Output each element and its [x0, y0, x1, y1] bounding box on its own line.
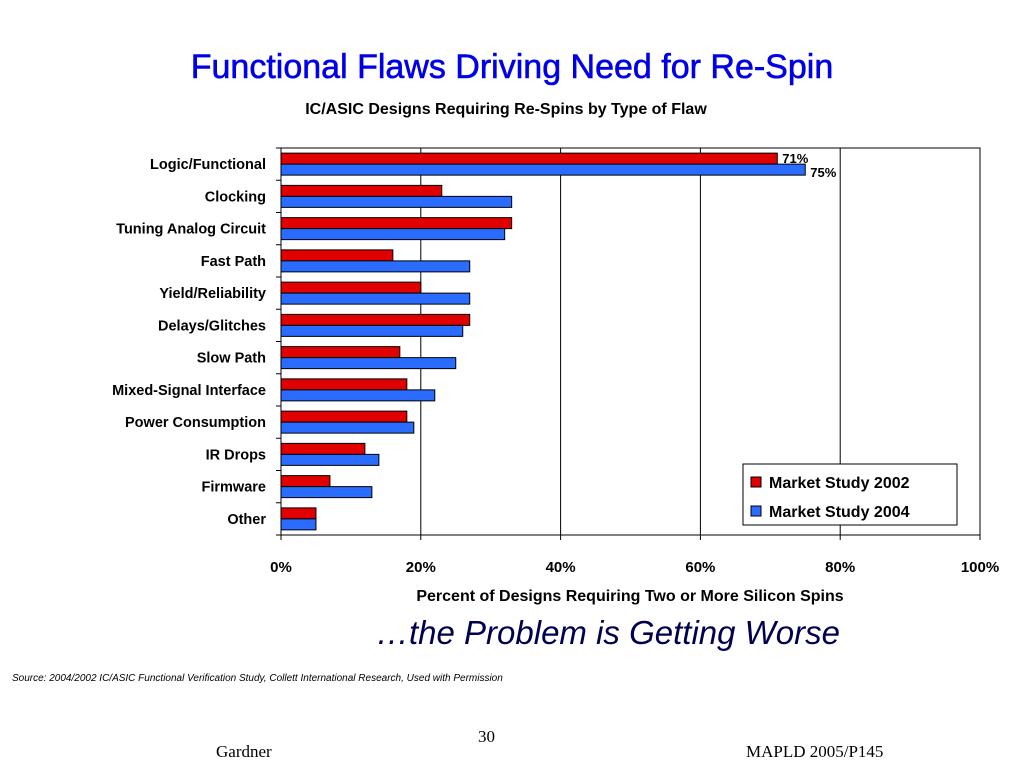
source-note: Source: 2004/2002 IC/ASIC Functional Ver… — [12, 673, 503, 684]
legend-swatch — [750, 476, 762, 488]
data-label: 75% — [810, 165, 836, 180]
legend-swatch — [750, 505, 762, 517]
bar-market-study-2004 — [280, 324, 464, 337]
bar-market-study-2004 — [280, 163, 806, 176]
slide-title: Functional Flaws Driving Need for Re-Spi… — [190, 48, 834, 87]
x-tick-label: 40% — [546, 559, 576, 576]
bar-market-study-2004 — [280, 518, 317, 531]
category-label: Yield/Reliability — [159, 286, 266, 302]
x-tick-label: 20% — [406, 559, 436, 576]
data-label: 71% — [782, 151, 808, 166]
bar-market-study-2004 — [280, 357, 457, 370]
page-number: 30 — [478, 727, 495, 746]
bar-market-study-2002 — [280, 346, 401, 359]
x-tick-label: 80% — [825, 559, 855, 576]
bar-market-study-2002 — [280, 442, 366, 455]
tagline: …the Problem is Getting Worse — [376, 614, 840, 651]
bar-market-study-2002 — [280, 313, 471, 326]
category-label: Logic/Functional — [150, 157, 266, 173]
chart-title: IC/ASIC Designs Requiring Re-Spins by Ty… — [305, 101, 707, 118]
category-label: Slow Path — [197, 351, 266, 367]
category-label: Clocking — [205, 189, 266, 205]
legend-label: Market Study 2002 — [769, 475, 910, 492]
bar-market-study-2002 — [280, 152, 778, 165]
bar-market-study-2002 — [280, 184, 443, 197]
category-label: Other — [227, 512, 266, 528]
bar-market-study-2004 — [280, 292, 471, 305]
category-label: Delays/Glitches — [158, 318, 266, 334]
category-label: Power Consumption — [125, 415, 266, 431]
bar-market-study-2002 — [280, 507, 317, 520]
bar-market-study-2004 — [280, 228, 506, 241]
bar-market-study-2004 — [280, 486, 373, 499]
footer-author: Gardner — [216, 742, 272, 761]
bar-market-study-2004 — [280, 421, 415, 434]
x-axis-title: Percent of Designs Requiring Two or More… — [416, 588, 844, 605]
bar-market-study-2002 — [280, 217, 513, 230]
bar-market-study-2002 — [280, 410, 408, 423]
category-label: Mixed-Signal Interface — [112, 383, 266, 399]
bar-market-study-2004 — [280, 260, 471, 273]
bar-market-study-2002 — [280, 378, 408, 391]
x-tick-label: 60% — [685, 559, 715, 576]
bar-market-study-2004 — [280, 389, 436, 402]
x-tick-label: 100% — [961, 559, 999, 576]
bar-market-study-2002 — [280, 249, 394, 262]
category-label: Tuning Analog Circuit — [116, 222, 266, 238]
bar-market-study-2002 — [280, 281, 422, 294]
category-label: IR Drops — [206, 447, 266, 463]
bar-market-study-2002 — [280, 475, 331, 488]
bar-market-study-2004 — [280, 195, 513, 208]
legend-label: Market Study 2004 — [769, 504, 910, 521]
bar-market-study-2004 — [280, 453, 380, 466]
legend — [742, 463, 958, 526]
category-label: Fast Path — [201, 254, 266, 270]
footer-conference: MAPLD 2005/P145 — [746, 742, 884, 761]
x-tick-label: 0% — [270, 559, 292, 576]
category-label: Firmware — [202, 480, 266, 496]
